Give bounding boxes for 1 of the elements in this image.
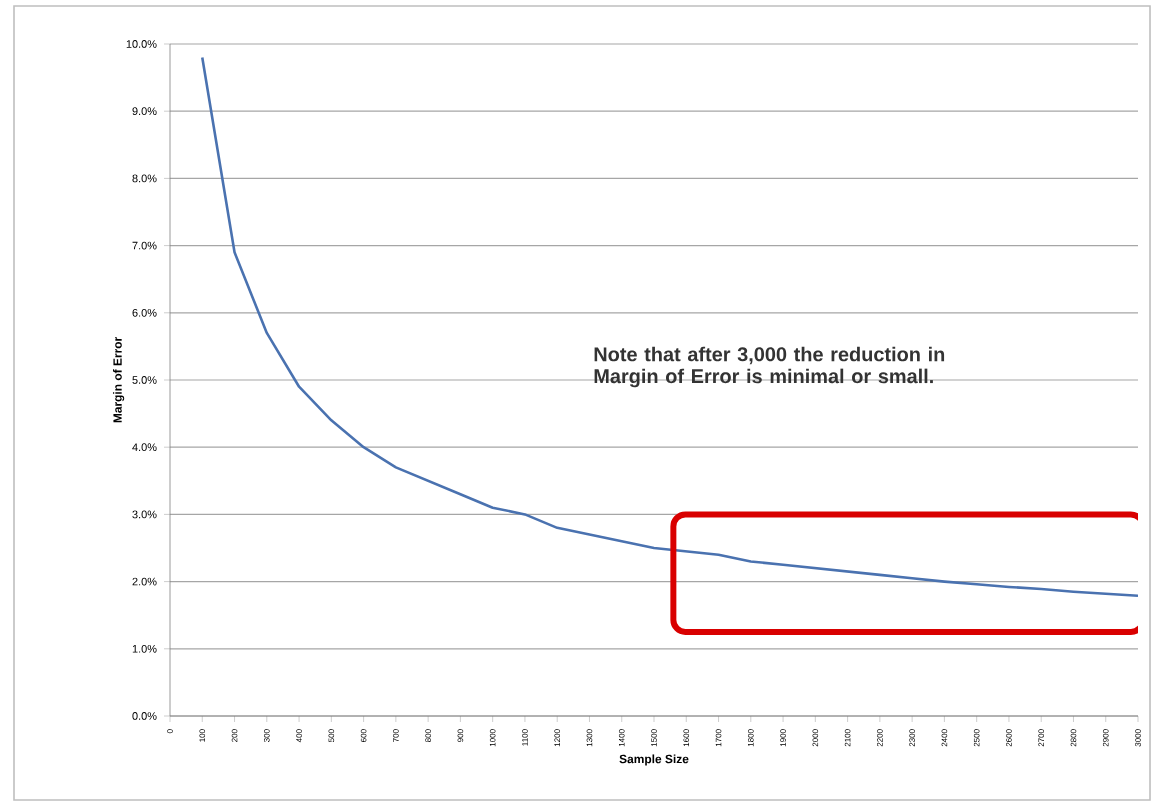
annotation: Note that after 3,000 the reduction in Margin of Error is minimal or small. [594, 346, 945, 388]
